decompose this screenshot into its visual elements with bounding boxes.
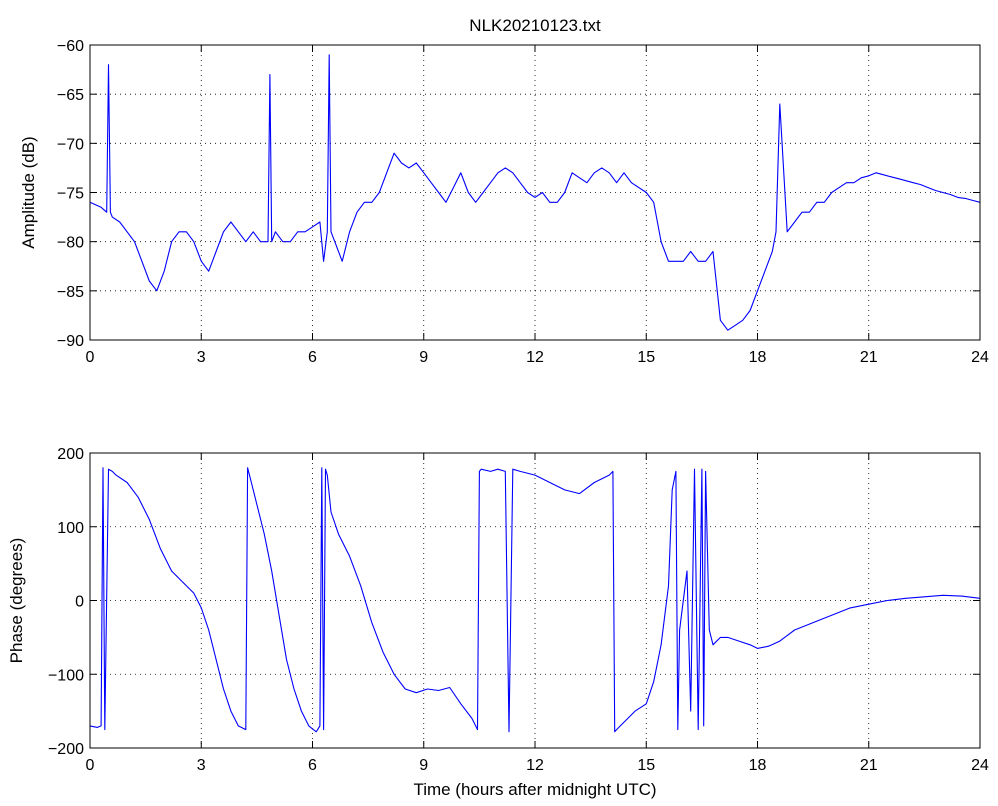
x-tick-label: 24: [971, 349, 989, 366]
y-tick-label: −80: [57, 235, 84, 252]
y-axis-label: Amplitude (dB): [19, 136, 38, 248]
x-tick-label: 3: [197, 349, 206, 366]
x-tick-label: 18: [749, 349, 767, 366]
amplitude-panel: 0 3 6 9 12 15 18 21 24 −60 −65 −70 −75 −80 −85 −90 NLK20…: [19, 16, 989, 366]
x-tick-label: 15: [637, 349, 655, 366]
y-tick-label: 0: [75, 594, 84, 611]
x-tick-label: 9: [419, 349, 428, 366]
y-tick-label: −70: [57, 136, 84, 153]
chart-title: NLK20210123.txt: [469, 16, 601, 35]
y-tick-label: 100: [57, 520, 84, 537]
y-tick-label: −100: [48, 667, 84, 684]
y-tick-label: −85: [57, 284, 84, 301]
y-tick-label: −65: [57, 87, 84, 104]
x-tick-label: 6: [308, 349, 317, 366]
y-tick-label: 200: [57, 446, 84, 463]
y-tick-label: −75: [57, 186, 84, 203]
x-tick-label: 24: [971, 757, 989, 774]
phase-panel: 0 3 6 9 12 15 18 21 24 200 100 0 −100 −200 Time (hours…: [7, 446, 989, 799]
x-tick-label: 12: [526, 757, 544, 774]
x-tick-label: 0: [86, 349, 95, 366]
x-tick-label: 6: [308, 757, 317, 774]
data-line: [89, 467, 981, 733]
y-tick-label: −200: [48, 741, 84, 758]
x-tick-label: 15: [637, 757, 655, 774]
x-tick-label: 3: [197, 757, 206, 774]
y-tick-label: −90: [57, 333, 84, 350]
x-axis-label: Time (hours after midnight UTC): [413, 780, 656, 799]
data-line: [89, 54, 981, 331]
x-tick-label: 21: [860, 349, 878, 366]
x-tick-label: 12: [526, 349, 544, 366]
x-tick-label: 18: [749, 757, 767, 774]
y-tick-label: −60: [57, 38, 84, 55]
x-tick-label: 9: [419, 757, 428, 774]
x-tick-label: 0: [86, 757, 95, 774]
y-axis-label: Phase (degrees): [7, 538, 26, 664]
x-tick-label: 21: [860, 757, 878, 774]
